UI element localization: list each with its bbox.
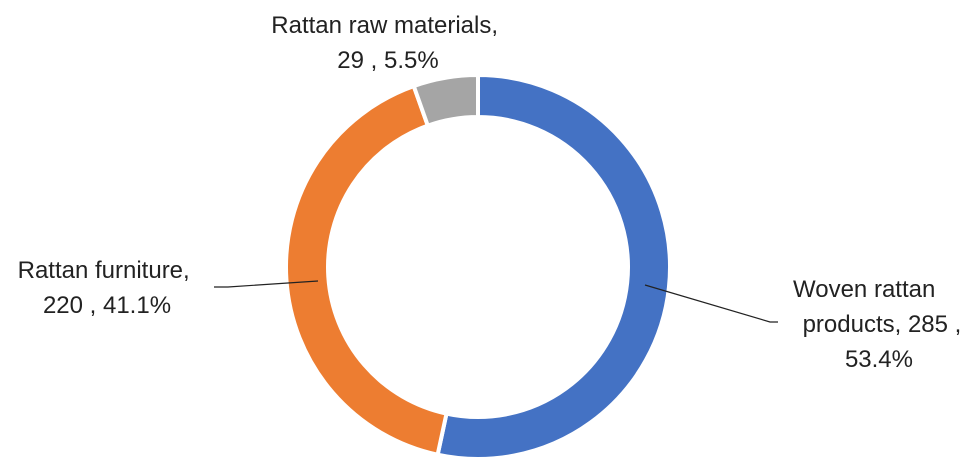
leader-line-woven-rattan-products xyxy=(644,284,778,323)
data-label-rattan-furniture: Rattan furniture, 220 , 41.1% xyxy=(18,257,197,319)
slice-woven-rattan-products xyxy=(435,72,672,460)
slice-rattan-furniture xyxy=(284,83,449,458)
data-label-rattan-raw-materials: Rattan raw materials, 29 , 5.5% xyxy=(271,12,504,74)
slice-rattan-raw-materials xyxy=(411,72,480,129)
slices-group xyxy=(284,72,672,460)
data-labels-group: Woven rattan products, 285 , 53.4% Ratta… xyxy=(18,12,968,373)
leader-lines-group xyxy=(214,280,778,323)
leader-line-rattan-furniture xyxy=(214,280,319,288)
data-label-woven-rattan-products: Woven rattan products, 285 , 53.4% xyxy=(793,276,968,373)
